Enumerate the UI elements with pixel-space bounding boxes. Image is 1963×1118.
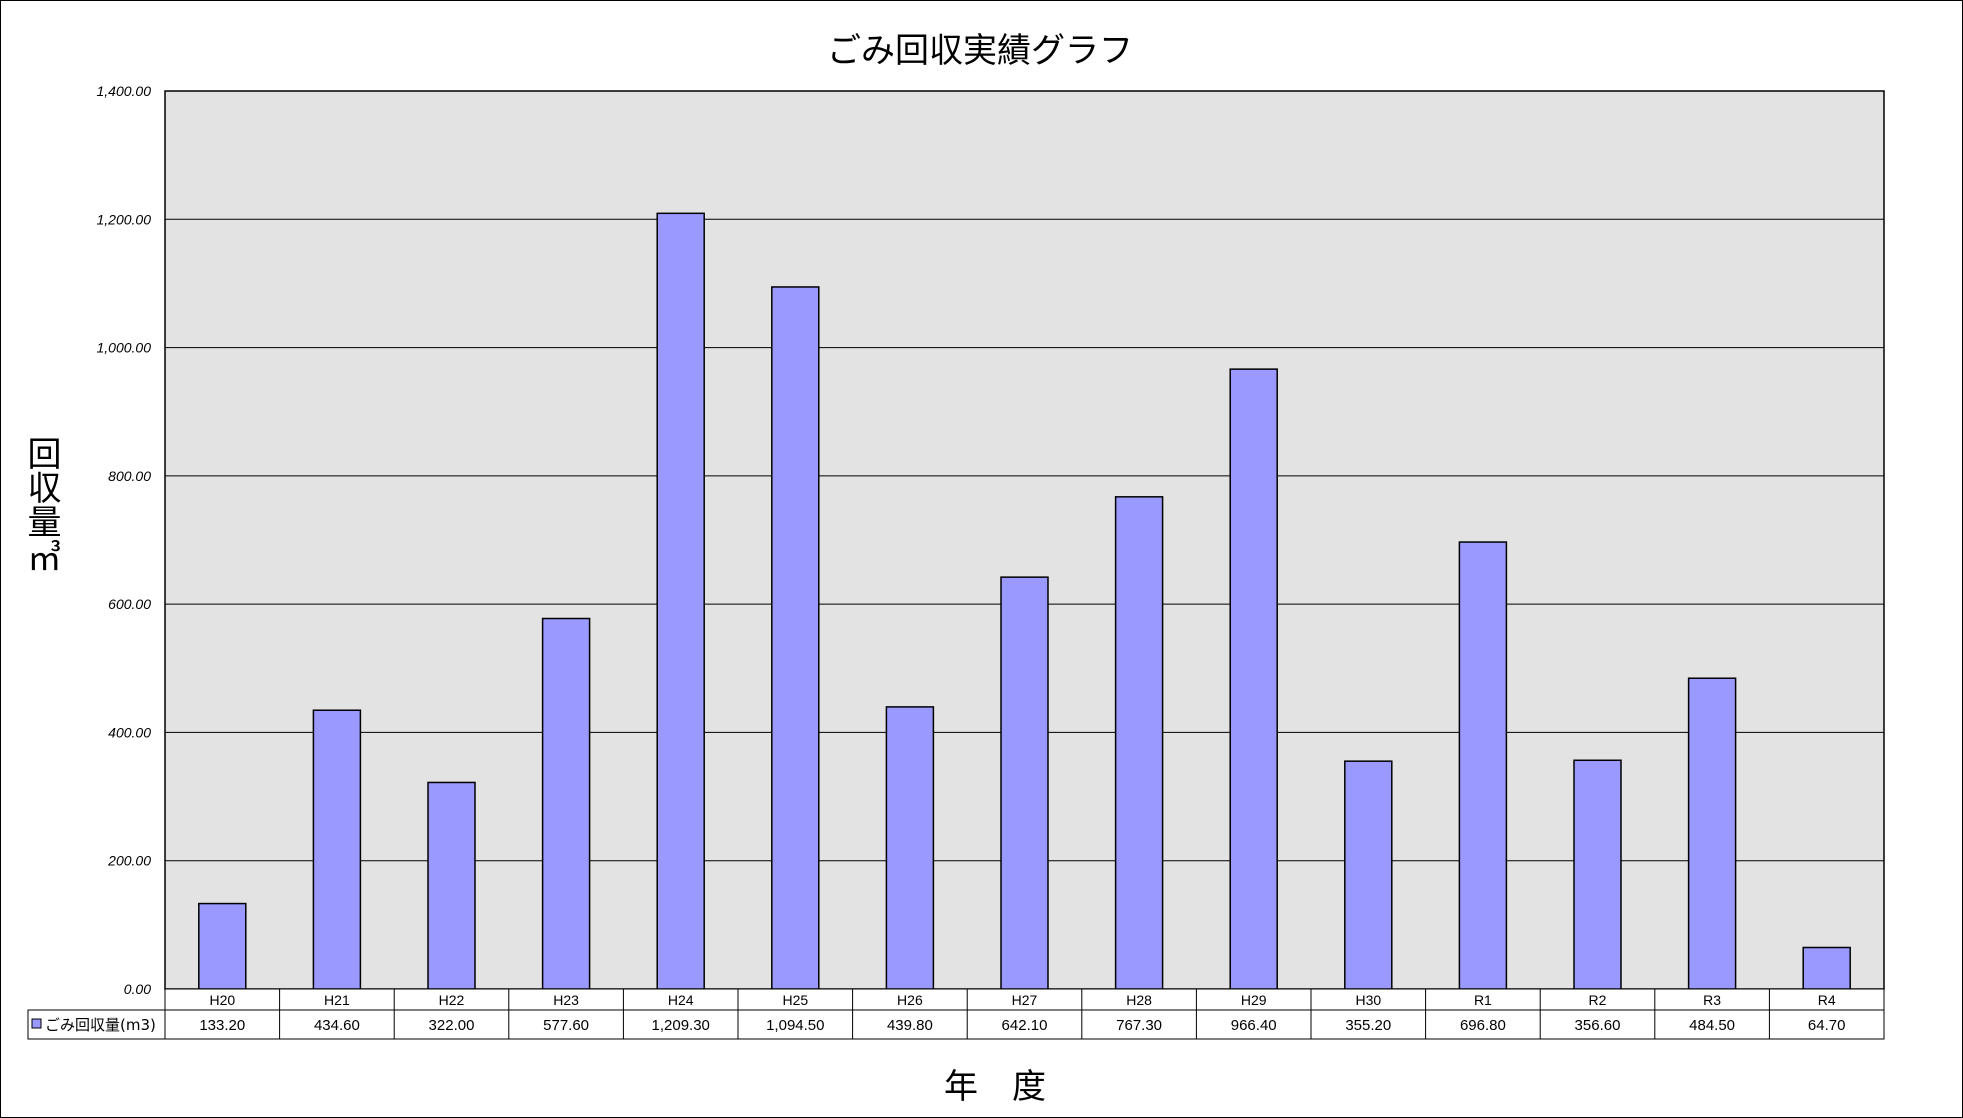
bar-H21 — [312, 709, 362, 990]
data-table-value: 1,094.50 — [766, 1017, 824, 1034]
data-table-value: 966.40 — [1231, 1017, 1277, 1034]
data-table-value: 64.70 — [1808, 1017, 1846, 1034]
bar-H23 — [541, 617, 591, 990]
data-table-value: 355.20 — [1345, 1017, 1391, 1034]
y-tick-label: 800.00 — [108, 468, 151, 484]
x-tick-label: R4 — [1818, 992, 1836, 1008]
bar-R3 — [1687, 677, 1737, 990]
y-tick-label: 0.00 — [124, 981, 151, 997]
x-tick-label: H25 — [782, 992, 808, 1008]
data-table-value: 1,209.30 — [652, 1017, 710, 1034]
bar-R4 — [1802, 946, 1851, 990]
data-table-value: 322.00 — [429, 1017, 475, 1034]
x-tick-label: R2 — [1589, 992, 1607, 1008]
x-tick-label: H29 — [1241, 992, 1267, 1008]
x-tick-label: H24 — [668, 992, 694, 1008]
x-tick-label: H26 — [897, 992, 923, 1008]
bar-H30 — [1344, 760, 1393, 990]
data-table-value: 133.20 — [199, 1017, 245, 1034]
bar-H26 — [885, 706, 935, 990]
bar-H24 — [656, 212, 705, 990]
data-table-value: 696.80 — [1460, 1017, 1506, 1034]
bar-R2 — [1573, 759, 1622, 990]
x-tick-label: H22 — [439, 992, 465, 1008]
data-table-value: 767.30 — [1116, 1017, 1162, 1034]
y-tick-label: 200.00 — [107, 853, 151, 869]
legend-swatch — [31, 1018, 42, 1029]
bar-H28 — [1114, 496, 1164, 990]
bar-H20 — [198, 902, 247, 990]
data-table-value: 439.80 — [887, 1017, 933, 1034]
data-table-value: 642.10 — [1002, 1017, 1048, 1034]
y-tick-label: 600.00 — [108, 596, 151, 612]
x-tick-label: H28 — [1126, 992, 1152, 1008]
data-table-value: 434.60 — [314, 1017, 360, 1034]
legend-label: ごみ回収量(m3) — [45, 1016, 156, 1034]
y-tick-label: 400.00 — [108, 724, 151, 740]
bar-H29 — [1229, 368, 1278, 990]
data-table-value: 356.60 — [1575, 1017, 1621, 1034]
bar-R1 — [1458, 541, 1508, 990]
x-tick-label: H23 — [553, 992, 579, 1008]
y-axis-label: 回収量㎥ — [21, 436, 61, 572]
x-tick-label: H21 — [324, 992, 350, 1008]
x-tick-label: H27 — [1012, 992, 1038, 1008]
y-tick-label: 1,200.00 — [97, 211, 152, 227]
bar-H27 — [1000, 576, 1049, 990]
x-tick-label: H30 — [1355, 992, 1381, 1008]
x-tick-label: R3 — [1703, 992, 1721, 1008]
x-tick-label: H20 — [209, 992, 235, 1008]
bar-H22 — [427, 781, 476, 990]
data-table-value: 484.50 — [1689, 1017, 1735, 1034]
x-tick-label: R1 — [1474, 992, 1492, 1008]
x-axis-label: 年 度 — [944, 1067, 1046, 1107]
y-tick-label: 1,400.00 — [97, 83, 152, 99]
bar-H25 — [771, 286, 820, 990]
data-table-value: 577.60 — [543, 1017, 589, 1034]
y-tick-label: 1,000.00 — [97, 340, 152, 356]
chart-title: ごみ回収実績グラフ — [827, 31, 1133, 71]
